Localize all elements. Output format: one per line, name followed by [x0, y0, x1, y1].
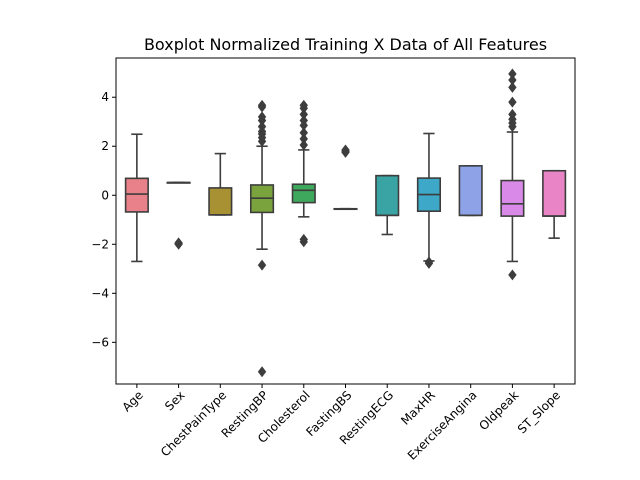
- y-tick-label: −6: [91, 335, 109, 349]
- outlier-point: [257, 259, 267, 271]
- outlier-point: [257, 111, 267, 123]
- box-group-exerciseangina: [458, 165, 483, 217]
- box-group-st-slope: [542, 169, 567, 239]
- outlier-point: [257, 99, 267, 111]
- chart-title: Boxplot Normalized Training X Data of Al…: [144, 35, 547, 54]
- outlier-point: [257, 366, 267, 378]
- outlier-point: [257, 121, 267, 133]
- y-tick-label: 4: [101, 90, 109, 104]
- y-tick-label: 0: [101, 188, 109, 202]
- box: [124, 177, 149, 213]
- box-group-sex: [166, 181, 191, 250]
- outlier-point: [299, 108, 308, 120]
- box-group-chestpaintype: [208, 152, 233, 216]
- outlier-point: [299, 133, 308, 145]
- x-tick-label: Age: [119, 388, 145, 414]
- box-group-restingbp: [249, 99, 275, 378]
- outlier-point: [508, 81, 517, 93]
- box: [375, 174, 400, 217]
- outlier-point: [508, 96, 517, 108]
- x-tick-label: Sex: [162, 388, 187, 413]
- y-tick-label: −4: [91, 286, 109, 300]
- box-group-maxhr: [416, 132, 442, 269]
- outlier-point: [299, 115, 308, 126]
- outlier-point: [299, 99, 308, 111]
- box: [542, 169, 567, 217]
- outlier-point: [508, 108, 517, 120]
- outlier-point: [299, 127, 308, 139]
- y-tick-label: −2: [91, 237, 109, 251]
- outlier-point: [424, 256, 434, 268]
- axes-frame: [115, 57, 576, 385]
- box-group-oldpeak: [500, 68, 525, 281]
- outlier-point: [508, 68, 517, 80]
- outlier-point: [299, 236, 308, 248]
- y-tick-label: 2: [101, 139, 109, 153]
- box-group-cholesterol: [291, 99, 316, 248]
- box: [291, 183, 316, 204]
- outlier-point: [174, 238, 183, 250]
- box-group-restingecg: [375, 174, 400, 236]
- outlier-point: [299, 139, 308, 151]
- x-tick-label: MaxHR: [398, 388, 438, 428]
- box: [500, 179, 525, 217]
- box: [208, 187, 233, 216]
- outlier-point: [341, 144, 350, 156]
- box-group-fastingbs: [333, 144, 358, 211]
- box: [458, 165, 483, 217]
- x-tick-label: ST_Slope: [515, 388, 563, 436]
- outlier-point: [508, 74, 517, 86]
- outlier-point: [508, 269, 517, 281]
- box-group-age: [124, 133, 149, 263]
